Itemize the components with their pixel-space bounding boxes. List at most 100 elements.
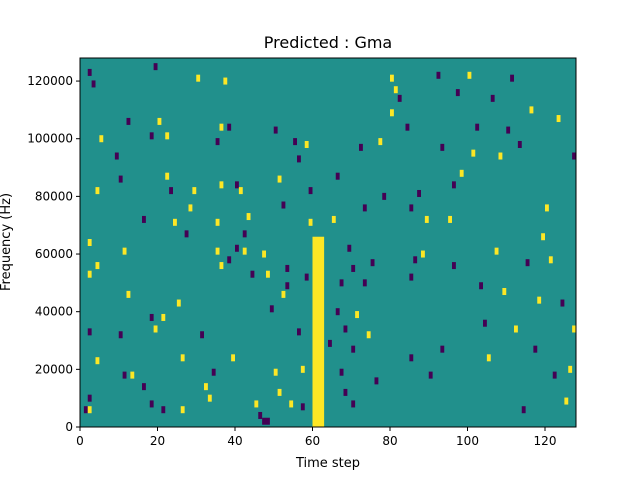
heatmap-cell bbox=[533, 345, 538, 353]
heatmap-cell bbox=[378, 138, 383, 146]
heatmap-cell bbox=[343, 325, 348, 333]
heatmap-cell bbox=[517, 140, 522, 148]
heatmap-cell bbox=[246, 213, 251, 221]
y-tick-label: 80000 bbox=[35, 189, 73, 203]
heatmap-cell bbox=[436, 71, 441, 79]
heatmap-cell bbox=[335, 172, 340, 180]
heatmap-cell bbox=[153, 63, 158, 71]
heatmap-cell bbox=[479, 282, 483, 290]
heatmap-cell bbox=[510, 74, 514, 82]
heatmap-cell bbox=[541, 233, 545, 241]
heatmap-cell bbox=[277, 175, 282, 183]
heatmap-cell bbox=[498, 152, 503, 160]
heatmap-cell bbox=[285, 264, 290, 272]
heatmap-cell bbox=[413, 256, 418, 264]
heatmap-cell bbox=[359, 143, 363, 151]
heatmap-cell bbox=[149, 400, 154, 408]
heatmap-cell bbox=[297, 328, 301, 336]
heatmap-cell bbox=[428, 371, 433, 379]
heatmap-cell bbox=[157, 117, 162, 125]
heatmap-cell bbox=[339, 279, 344, 287]
heatmap-cell bbox=[242, 230, 247, 238]
x-tick-label: 20 bbox=[150, 434, 165, 448]
heatmap-cell bbox=[455, 89, 460, 97]
heatmap-cell bbox=[362, 204, 367, 212]
heatmap-cell bbox=[390, 109, 394, 117]
heatmap-cell bbox=[219, 181, 224, 189]
heatmap-cell bbox=[537, 296, 542, 304]
heatmap-cell bbox=[347, 244, 352, 252]
heatmap-cell bbox=[362, 279, 367, 287]
heatmap-cell bbox=[114, 152, 119, 160]
heatmap-cell bbox=[161, 406, 166, 414]
heatmap-cell bbox=[300, 403, 305, 411]
heatmap-cell bbox=[529, 106, 534, 114]
heatmap-cell bbox=[219, 123, 224, 131]
heatmap-cell bbox=[200, 331, 204, 339]
heatmap-cell bbox=[273, 368, 278, 376]
heatmap-cell bbox=[130, 371, 135, 379]
heatmap-cell bbox=[351, 400, 356, 408]
x-axis: 0 20 40 60 80 100 120 bbox=[76, 427, 556, 448]
heatmap-cell bbox=[231, 354, 235, 362]
heatmap-cell bbox=[300, 365, 305, 373]
heatmap-cell bbox=[421, 250, 425, 258]
heatmap-cell bbox=[180, 354, 185, 362]
heatmap-cell bbox=[258, 411, 263, 419]
heatmap-cell bbox=[572, 152, 576, 160]
y-tick-label: 40000 bbox=[35, 305, 73, 319]
heatmap-cell bbox=[564, 397, 569, 405]
heatmap-cell bbox=[235, 244, 239, 252]
heatmap-cell bbox=[250, 270, 255, 278]
heatmap-cell bbox=[262, 417, 266, 425]
heatmap-cell bbox=[351, 264, 356, 272]
heatmap-cell bbox=[397, 94, 402, 102]
heatmap-cell bbox=[409, 204, 414, 212]
heatmap-cell bbox=[514, 325, 518, 333]
heatmap-cell bbox=[308, 187, 313, 195]
heatmap-cell bbox=[95, 262, 100, 270]
heatmap-cell bbox=[483, 319, 487, 327]
heatmap-cell bbox=[525, 259, 530, 267]
y-tick-label: 120000 bbox=[27, 74, 73, 88]
heatmap-cell bbox=[196, 74, 201, 82]
heatmap-cell bbox=[277, 388, 282, 396]
heatmap-cell bbox=[572, 325, 576, 333]
heatmap-cell bbox=[293, 138, 297, 146]
heatmap-cell bbox=[382, 192, 387, 200]
heatmap-cell bbox=[126, 117, 131, 125]
heatmap-cell bbox=[393, 86, 398, 94]
heatmap-cell bbox=[440, 143, 445, 151]
heatmap-cell bbox=[142, 383, 146, 391]
heatmap-cell bbox=[390, 74, 394, 82]
heatmap-cell bbox=[122, 371, 127, 379]
heatmap-cell bbox=[215, 138, 220, 146]
heatmap-cell bbox=[440, 345, 445, 353]
x-tick-label: 0 bbox=[76, 434, 84, 448]
heatmap-cell bbox=[87, 406, 92, 414]
heatmap-cell bbox=[184, 230, 189, 238]
heatmap-cell bbox=[370, 259, 375, 267]
heatmap-cell bbox=[405, 123, 410, 131]
heatmap-cell bbox=[351, 345, 356, 353]
heatmap-cell bbox=[521, 406, 526, 414]
heatmap-cell bbox=[281, 201, 286, 209]
heatmap-cell bbox=[486, 354, 491, 362]
heatmap-cell bbox=[339, 368, 344, 376]
heatmap-cell bbox=[343, 388, 348, 396]
x-axis-label: Time step bbox=[295, 456, 360, 471]
heatmap-cell bbox=[118, 331, 123, 339]
heatmap-cell bbox=[215, 247, 220, 255]
heatmap-cell bbox=[176, 299, 181, 307]
heatmap-cell bbox=[545, 204, 549, 212]
heatmap-cell bbox=[475, 123, 480, 131]
y-axis-label: Frequency (Hz) bbox=[0, 193, 14, 291]
x-tick-label: 100 bbox=[456, 434, 479, 448]
heatmap-cell bbox=[409, 273, 414, 281]
heatmap-cell bbox=[142, 215, 146, 223]
heatmap-cell bbox=[87, 394, 92, 402]
heatmap-cell bbox=[91, 80, 96, 88]
heatmap-cell bbox=[285, 282, 290, 290]
heatmap-cell bbox=[211, 368, 216, 376]
